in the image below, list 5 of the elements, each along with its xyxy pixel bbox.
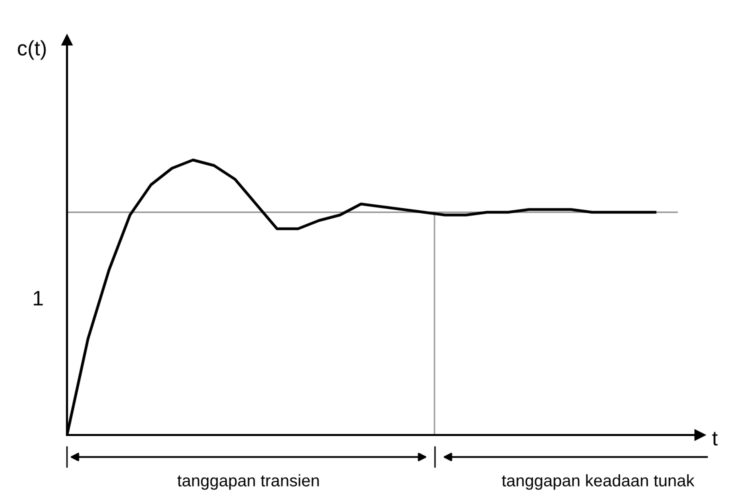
- text: tanggapan transien: [177, 474, 319, 490]
- x-axis-title: t: [712, 432, 718, 446]
- y-axis-title: c(t): [18, 40, 46, 60]
- text: tanggapan keadaan tunak: [502, 474, 694, 490]
- text: 1: [34, 291, 43, 306]
